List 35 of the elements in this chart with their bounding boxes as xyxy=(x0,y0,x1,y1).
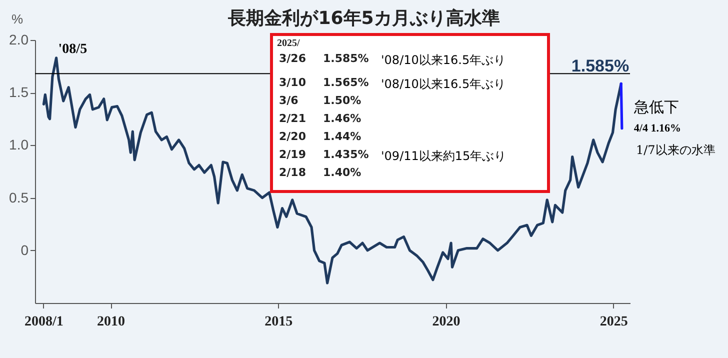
annotation: 3/10 xyxy=(279,76,306,89)
annotation: '08/10以来16.5年ぶり xyxy=(381,76,506,93)
annotation: 1.46% xyxy=(323,112,362,125)
annotation: '08/10以来16.5年ぶり xyxy=(381,52,506,69)
y-tick-label: 0.5 xyxy=(9,189,29,206)
y-tick-label: 1.5 xyxy=(9,84,29,100)
annotation: 3/26 xyxy=(279,52,306,65)
annotation: 1.44% xyxy=(323,130,362,143)
x-tick-label: 2010 xyxy=(97,314,126,330)
annotation: 1.40% xyxy=(323,166,362,179)
annotation: 2/19 xyxy=(279,148,306,161)
annotation: 1.565% xyxy=(323,76,369,89)
annotation: 2/18 xyxy=(279,166,306,179)
annotation: 4/4 1.16% xyxy=(634,122,681,134)
annotation: 3/6 xyxy=(279,94,298,107)
x-tick-label: 2025 xyxy=(600,314,628,330)
annotation: 2/21 xyxy=(279,112,306,125)
annotation: 1.435% xyxy=(323,148,369,161)
annotation: 2025/ xyxy=(277,38,300,49)
x-tick-label: 2020 xyxy=(432,314,460,330)
y-tick-label: 1.0 xyxy=(9,136,29,153)
y-tick-label: 2.0 xyxy=(9,32,29,48)
y-tick-label: 0 xyxy=(20,242,29,258)
x-tick-label: 2015 xyxy=(264,314,293,330)
y-axis-title: % xyxy=(12,12,24,26)
text: 急低下 xyxy=(634,98,679,117)
annotation: '09/11以来約15年ぶり xyxy=(381,148,506,165)
annotation: 1.585% xyxy=(323,52,369,65)
text: 1/7以来の水準 xyxy=(636,142,716,159)
annotation: 2/20 xyxy=(279,130,306,143)
chart-title: 長期金利が16年5カ月ぶり高水準 xyxy=(228,8,500,29)
annotation: 1.585% xyxy=(571,56,630,76)
x-tick-label: 2008/1 xyxy=(24,314,64,330)
annotation: 1.50% xyxy=(323,94,362,107)
annotation: '08/5 xyxy=(58,42,88,57)
